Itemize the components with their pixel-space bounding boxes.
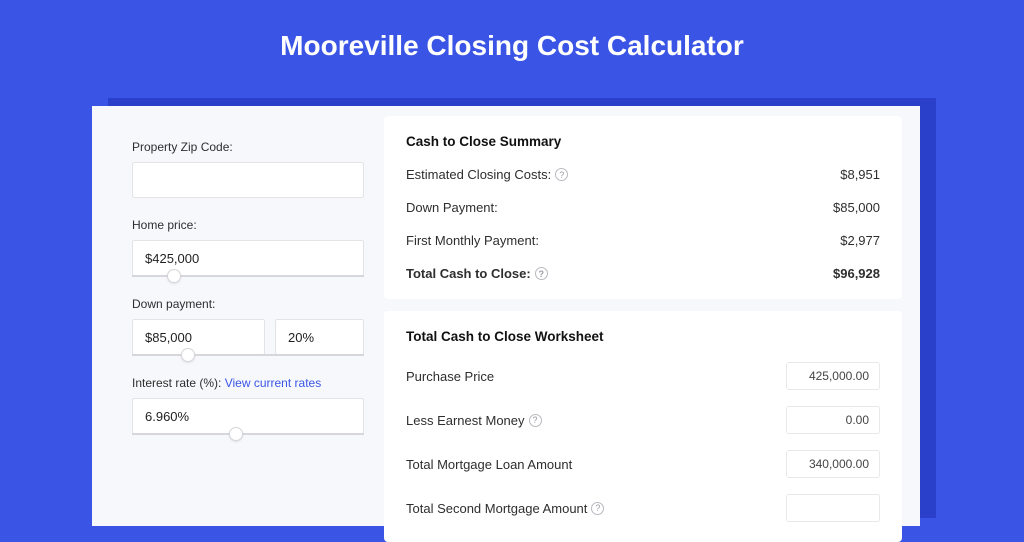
down-payment-group: Down payment: $85,000 20% <box>132 297 364 356</box>
summary-row-label-text: Down Payment: <box>406 200 498 215</box>
summary-row: Estimated Closing Costs:? $8,951 <box>406 167 880 182</box>
summary-title: Cash to Close Summary <box>406 134 880 149</box>
worksheet-row: Less Earnest Money? 0.00 <box>406 406 880 434</box>
results-column: Cash to Close Summary Estimated Closing … <box>384 106 920 526</box>
summary-row-label-text: First Monthly Payment: <box>406 233 539 248</box>
worksheet-row-value[interactable]: 340,000.00 <box>786 450 880 478</box>
home-price-group: Home price: $425,000 <box>132 218 364 277</box>
summary-row-label: Total Cash to Close:? <box>406 266 548 281</box>
down-payment-input[interactable]: $85,000 <box>132 319 265 355</box>
worksheet-row-label-text: Total Mortgage Loan Amount <box>406 457 572 472</box>
worksheet-row-label: Total Mortgage Loan Amount <box>406 457 572 472</box>
worksheet-row: Total Second Mortgage Amount? <box>406 494 880 522</box>
worksheet-row-value[interactable]: 0.00 <box>786 406 880 434</box>
summary-row-label: First Monthly Payment: <box>406 233 539 248</box>
summary-row: Down Payment: $85,000 <box>406 200 880 215</box>
summary-row-label-text: Total Cash to Close: <box>406 266 531 281</box>
interest-rate-group: Interest rate (%): View current rates 6.… <box>132 376 364 435</box>
interest-rate-slider-thumb[interactable] <box>229 427 243 441</box>
summary-row-value: $85,000 <box>833 200 880 215</box>
zip-group: Property Zip Code: <box>132 140 364 198</box>
calculator-card: Property Zip Code: Home price: $425,000 … <box>92 106 920 526</box>
worksheet-row-label-text: Purchase Price <box>406 369 494 384</box>
summary-panel: Cash to Close Summary Estimated Closing … <box>384 116 902 299</box>
summary-row-label: Estimated Closing Costs:? <box>406 167 568 182</box>
home-price-slider[interactable] <box>132 275 364 277</box>
page-title: Mooreville Closing Cost Calculator <box>0 0 1024 86</box>
worksheet-row-label-text: Total Second Mortgage Amount <box>406 501 587 516</box>
zip-input[interactable] <box>132 162 364 198</box>
help-icon[interactable]: ? <box>591 502 604 515</box>
worksheet-row: Purchase Price 425,000.00 <box>406 362 880 390</box>
interest-rate-input[interactable]: 6.960% <box>132 398 364 434</box>
worksheet-row-label: Total Second Mortgage Amount? <box>406 501 604 516</box>
worksheet-title: Total Cash to Close Worksheet <box>406 329 880 344</box>
down-payment-pct-input[interactable]: 20% <box>275 319 364 355</box>
worksheet-row-label: Less Earnest Money? <box>406 413 542 428</box>
worksheet-row-value[interactable]: 425,000.00 <box>786 362 880 390</box>
summary-row-value: $2,977 <box>840 233 880 248</box>
summary-row-value: $96,928 <box>833 266 880 281</box>
home-price-input[interactable]: $425,000 <box>132 240 364 276</box>
worksheet-panel: Total Cash to Close Worksheet Purchase P… <box>384 311 902 542</box>
interest-rate-label-text: Interest rate (%): <box>132 376 221 390</box>
down-payment-slider-thumb[interactable] <box>181 348 195 362</box>
worksheet-row-label-text: Less Earnest Money <box>406 413 525 428</box>
interest-rate-label: Interest rate (%): View current rates <box>132 376 364 390</box>
down-payment-slider[interactable] <box>132 354 364 356</box>
home-price-slider-thumb[interactable] <box>167 269 181 283</box>
worksheet-row: Total Mortgage Loan Amount 340,000.00 <box>406 450 880 478</box>
input-column: Property Zip Code: Home price: $425,000 … <box>92 106 384 526</box>
summary-row-label: Down Payment: <box>406 200 498 215</box>
summary-row: Total Cash to Close:? $96,928 <box>406 266 880 281</box>
help-icon[interactable]: ? <box>529 414 542 427</box>
zip-label: Property Zip Code: <box>132 140 364 154</box>
help-icon[interactable]: ? <box>555 168 568 181</box>
summary-row-value: $8,951 <box>840 167 880 182</box>
summary-row: First Monthly Payment: $2,977 <box>406 233 880 248</box>
worksheet-row-label: Purchase Price <box>406 369 494 384</box>
interest-rate-slider[interactable] <box>132 433 364 435</box>
worksheet-row-value[interactable] <box>786 494 880 522</box>
home-price-label: Home price: <box>132 218 364 232</box>
summary-row-label-text: Estimated Closing Costs: <box>406 167 551 182</box>
help-icon[interactable]: ? <box>535 267 548 280</box>
view-rates-link[interactable]: View current rates <box>225 376 322 390</box>
down-payment-label: Down payment: <box>132 297 364 311</box>
